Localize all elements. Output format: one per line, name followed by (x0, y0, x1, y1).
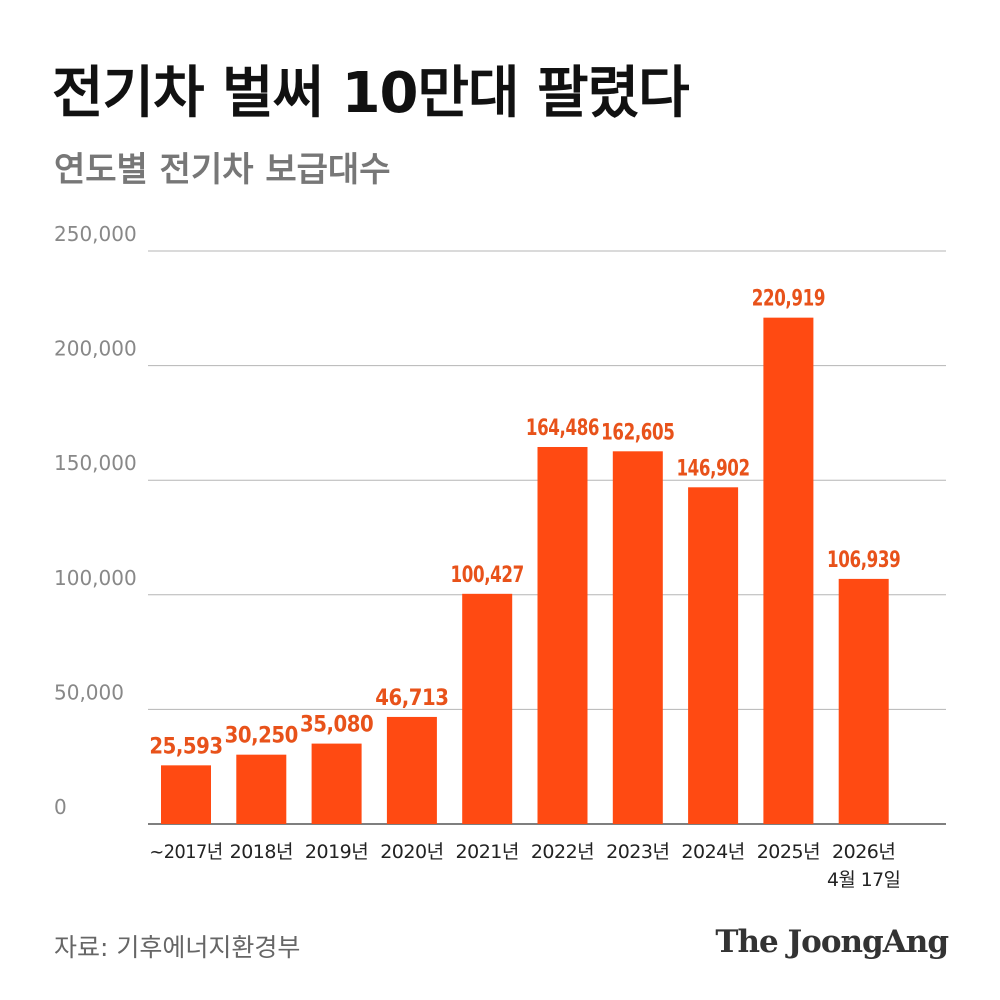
value-label: 162,605 (601, 420, 674, 445)
x-tick-label: ~2017년 (149, 841, 222, 863)
bar (161, 765, 211, 824)
bar (311, 743, 362, 824)
value-label: 25,593 (149, 734, 222, 759)
source-note: 자료: 기후에너지환경부 (54, 933, 301, 962)
y-tick-label: 200,000 (54, 337, 137, 361)
bar (386, 716, 437, 824)
x-tick-label: 2025년 (757, 841, 820, 863)
chart-subtitle: 연도별 전기차 보급대수 (54, 150, 391, 190)
page-title: 전기차 벌써 10만대 팔렸다 (52, 61, 690, 126)
x-tick-label: 2024년 (681, 841, 744, 863)
y-tick-label: 250,000 (54, 222, 137, 246)
x-tick-label: 2019년 (305, 841, 368, 863)
value-label: 106,939 (827, 548, 900, 573)
bar (537, 446, 588, 824)
x-tick-label: 2021년 (456, 841, 519, 863)
bar (688, 487, 739, 824)
y-tick-label: 100,000 (54, 566, 137, 590)
value-label: 35,080 (300, 713, 373, 738)
bar (612, 451, 663, 824)
y-tick-label: 50,000 (54, 680, 124, 704)
bars (161, 317, 889, 824)
y-tick-label: 0 (54, 795, 67, 819)
x-axis-tick-labels: ~2017년 2018년 2019년 2020년 2021년 2022년 2023년 2024… (149, 841, 901, 891)
y-axis-tick-labels: 0 50,000 100,000 150,000 200,000 250,000 (54, 222, 137, 819)
value-label: 46,713 (375, 686, 448, 711)
value-label: 164,486 (526, 416, 599, 441)
bar (462, 593, 513, 824)
value-label: 30,250 (225, 724, 298, 749)
value-label: 100,427 (451, 563, 524, 588)
x-tick-label: 2020년 (380, 841, 443, 863)
bar (763, 317, 814, 824)
x-tick-label: 4월 17일 (827, 869, 900, 891)
bar (236, 754, 287, 824)
value-label: 220,919 (752, 287, 825, 312)
brand-logo: The JoongAng (715, 924, 949, 960)
x-tick-label: 2022년 (531, 841, 594, 863)
x-tick-label: 2023년 (606, 841, 669, 863)
y-tick-label: 150,000 (54, 451, 137, 475)
x-tick-label: 2018년 (230, 841, 293, 863)
bar (838, 578, 889, 824)
x-tick-label: 2026년 (832, 841, 895, 863)
value-label: 146,902 (676, 456, 749, 481)
